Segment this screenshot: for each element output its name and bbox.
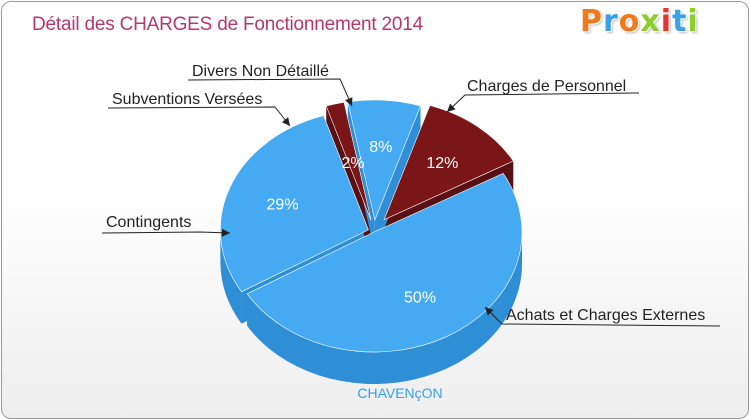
chart-title: Détail des CHARGES de Fonctionnement 201… — [32, 14, 424, 35]
slice-contingents — [220, 115, 369, 293]
proxiti-logo: Proxiti — [580, 4, 699, 39]
leader-arrow-divers-non-detaille — [345, 97, 353, 106]
leader-arrow-achats-et-charges-externes — [485, 307, 494, 316]
slice-side-achats-et-charges-externes — [247, 232, 523, 384]
slice-side-contingents — [220, 229, 242, 324]
category-label-contingents: Contingents — [106, 214, 191, 231]
leader-arrow-charges-de-personnel — [447, 103, 456, 112]
category-label-subventions-versees: Subventions Versées — [112, 91, 262, 108]
leader-arrow-subventions-versees — [281, 117, 290, 126]
logo-letter: o — [618, 4, 641, 39]
logo-letter: i — [687, 4, 699, 39]
slice-achats-et-charges-externes — [246, 173, 523, 353]
leader-line-charges-de-personnel — [446, 92, 640, 113]
slice-charges-de-personnel — [383, 105, 514, 221]
commune-label: CHAVENçON — [357, 385, 442, 401]
pct-label-contingents: 29% — [267, 197, 299, 214]
logo-letter: P — [580, 4, 603, 39]
logo-letter: t — [672, 4, 688, 39]
slice-subventions-versees — [325, 102, 372, 221]
leader-arrow-contingents — [221, 228, 230, 237]
pct-label-divers-non-detaille: 8% — [369, 139, 392, 156]
pct-label-achats-et-charges-externes: 50% — [404, 289, 436, 306]
logo-letter: r — [603, 4, 619, 39]
leader-line-achats-et-charges-externes — [484, 306, 721, 327]
category-label-divers-non-detaille: Divers Non Détaillé — [192, 63, 329, 80]
leader-line-contingents — [101, 231, 231, 234]
category-label-achats-et-charges-externes: Achats et Charges Externes — [506, 307, 705, 324]
pct-label-charges-de-personnel: 12% — [426, 155, 458, 172]
leader-line-subventions-versees — [107, 106, 291, 127]
logo-letter: i — [660, 4, 673, 39]
logo-letter: x — [640, 4, 661, 39]
pct-label-subventions-versees: 2% — [342, 155, 365, 172]
category-label-charges-de-personnel: Charges de Personnel — [467, 78, 626, 95]
leader-line-divers-non-detaille — [187, 78, 353, 107]
